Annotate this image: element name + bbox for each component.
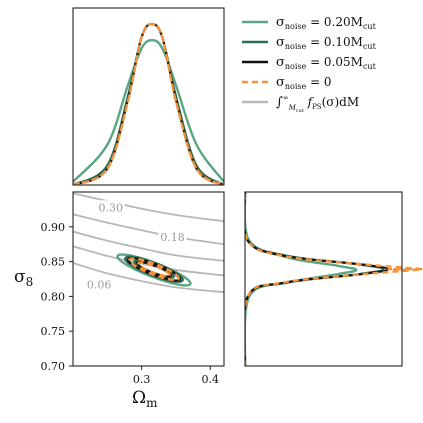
legend-label: σnoise = 0.20Mcut [276,15,377,31]
contour-ellipse-6 [127,257,180,282]
y-tick-label: 0.70 [41,360,66,373]
contour-label-1: 0.18 [160,231,185,244]
x-axis-label-sub: m [146,396,158,410]
y-axis-label: σ8 [14,267,33,289]
top-curves [73,22,224,185]
legend-entry-2: σnoise = 0.05Mcut [242,55,377,71]
svg-text:Ωm: Ωm [132,388,158,410]
legend-label: ∫∞Mcut fPS(σ)dM [276,94,359,114]
grey-contour-2 [73,230,224,262]
x-axis-label-main: Ω [132,388,146,408]
side-curves [245,192,423,366]
side-marginal-curve-0 [245,192,358,366]
top-marginal-curve-0 [73,38,224,183]
x-tick-label: 0.4 [202,373,220,386]
panel-joint-contours: 0.30 0.18 0.06 0.70 0.75 0.80 0.85 0.90 0.3 0.4 [41,191,225,386]
panel-omega-marginal [72,7,225,186]
legend-entry-1: σnoise = 0.10Mcut [242,35,377,51]
y-tick-label: 0.90 [41,221,66,234]
grey-contour-4 [73,262,224,294]
contour-label-2: 0.06 [87,279,112,292]
y-tick-label: 0.75 [41,325,66,338]
side-marginal-curve-3 [245,192,423,366]
grey-contour-0 [73,192,224,223]
top-marginal-curve-3 [73,22,224,185]
y-tick-label: 0.85 [41,256,66,269]
contour-label-bg [96,200,125,214]
y-tick-label: 0.80 [41,290,66,303]
legend-label: σnoise = 0.10Mcut [276,35,377,51]
panel-sigma8-marginal [244,191,423,367]
legend-label: σnoise = 0.05Mcut [276,55,377,71]
legend-entry-3: σnoise = 0 [242,75,332,91]
contour-layer: 0.30 0.18 0.06 [73,192,224,294]
legend-entry-0: σnoise = 0.20Mcut [242,15,377,31]
x-tick-label: 0.3 [133,373,151,386]
x-axis-label: Ωm [132,388,158,410]
y-axis-label-main: σ [14,267,26,287]
panel-frame [72,7,225,186]
contour-label-bg [85,277,114,291]
contour-ellipse-7 [137,261,171,278]
contour-label-0: 0.30 [99,201,124,214]
y-axis-label-sub: 8 [26,275,34,289]
panel-frame [72,191,225,367]
legend: σnoise = 0.20Mcut σnoise = 0.10Mcut σnoise… [242,15,377,114]
contour-label-bg [158,230,187,244]
panel-frame [244,191,403,367]
grey-contour-1 [73,213,224,246]
legend-entry-4: ∫∞Mcut fPS(σ)dM [242,94,359,114]
legend-label: σnoise = 0 [276,75,332,91]
svg-text:σ8: σ8 [14,267,33,289]
